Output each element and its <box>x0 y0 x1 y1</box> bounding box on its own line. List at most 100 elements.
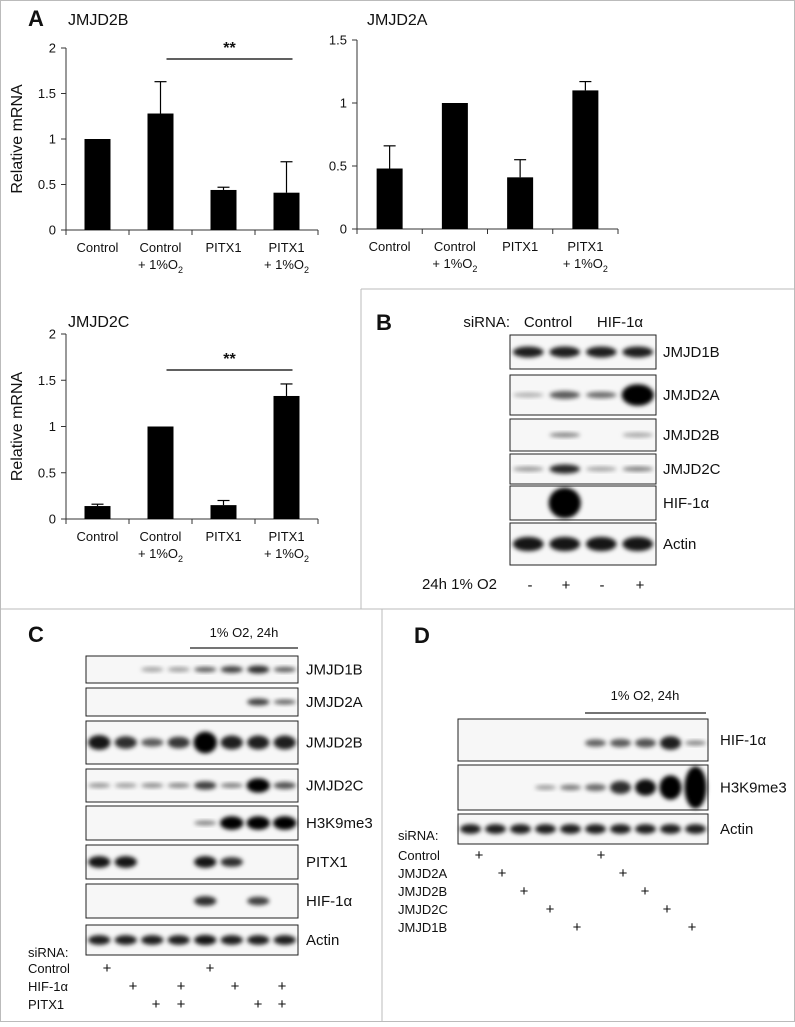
significance-label: ** <box>223 351 236 368</box>
blot-frame <box>85 687 299 717</box>
x-tick-label: Control <box>369 239 411 254</box>
sirna-mark: + <box>546 901 555 918</box>
band <box>560 784 581 791</box>
band <box>549 346 581 358</box>
band <box>220 666 243 673</box>
band <box>247 665 270 674</box>
band <box>548 487 581 519</box>
band <box>549 432 581 438</box>
band <box>585 739 606 747</box>
band <box>193 731 217 754</box>
band-label: Actin <box>720 821 753 838</box>
sirna-label: siRNA: <box>28 945 68 960</box>
panel-a: A JMJD2B 0 0.5 1 1.5 2 Relative mRNA Control Con… <box>9 6 619 564</box>
y-tick-label: 0 <box>340 222 347 237</box>
sirna-mark: + <box>597 847 606 864</box>
y-tick-label: 1.5 <box>38 86 56 101</box>
band <box>194 934 217 946</box>
blot-actin: Actin <box>85 924 339 956</box>
x-tick-label: + 1%O2 <box>264 257 309 275</box>
x-tick-label: Control <box>140 529 182 544</box>
y-axis-label: Relative mRNA <box>9 84 26 194</box>
band <box>512 466 544 472</box>
blot-hif1: HIF-1α <box>457 718 767 762</box>
blot-frame <box>85 883 299 919</box>
band <box>622 536 654 552</box>
sirna-row-label: JMJD2B <box>398 884 447 899</box>
chart-title: JMJD2C <box>68 314 129 331</box>
y-tick-label: 0 <box>49 512 56 527</box>
band <box>512 392 544 398</box>
bar <box>147 113 174 230</box>
treatment-label: 1% O2, 24h <box>210 625 279 640</box>
sirna-mark: + <box>177 978 186 995</box>
band <box>549 391 581 399</box>
band <box>141 935 164 945</box>
band <box>247 896 270 906</box>
sirna-mark: + <box>231 978 240 995</box>
sirna-mark: + <box>663 901 672 918</box>
band <box>273 781 296 790</box>
sirna-label: siRNA: <box>463 314 510 331</box>
blot-hif1: HIF-1α <box>85 883 353 919</box>
band <box>659 775 682 800</box>
band <box>194 666 217 673</box>
band <box>585 346 617 358</box>
sirna-row-label: HIF-1α <box>28 979 69 994</box>
band-label: HIF-1α <box>306 893 353 910</box>
band <box>684 766 707 809</box>
x-tick-label: PITX1 <box>502 239 538 254</box>
band <box>194 856 217 868</box>
x-tick-label: PITX1 <box>205 240 241 255</box>
band <box>247 935 270 945</box>
sirna-row-label: Control <box>28 961 70 976</box>
band <box>685 824 706 834</box>
bar <box>84 139 111 230</box>
x-tick-label: + 1%O2 <box>138 257 183 275</box>
band <box>273 666 296 673</box>
bar <box>507 177 534 229</box>
x-tick-label: Control <box>77 240 119 255</box>
sirna-mark: + <box>278 978 287 995</box>
y-tick-label: 1.5 <box>329 33 347 48</box>
x-tick-label: Control <box>434 239 476 254</box>
panel-letter-d: D <box>414 623 430 648</box>
treatment-label: 1% O2, 24h <box>611 688 680 703</box>
band <box>635 738 656 748</box>
band <box>585 391 617 399</box>
band-label: H3K9me3 <box>720 780 787 797</box>
panel-d: D 1% O2, 24h siRNA: HIF-1α H3K9me3 Actin Co… <box>398 623 787 936</box>
blot-jmjd1b: JMJD1B <box>509 334 720 370</box>
band <box>635 779 656 796</box>
band <box>246 816 270 830</box>
panel-b: B siRNA: Control HIF-1α 24h 1% O2 JMJD1B… <box>376 310 721 594</box>
sirna-mark: + <box>688 919 697 936</box>
band <box>585 536 617 552</box>
band <box>622 466 654 472</box>
x-tick-label: Control <box>77 529 119 544</box>
bar <box>376 168 403 229</box>
band <box>535 824 556 834</box>
band-label: HIF-1α <box>663 495 710 512</box>
x-tick-label: + 1%O2 <box>432 256 477 274</box>
blot-jmjd1b: JMJD1B <box>85 655 363 684</box>
band-label: Actin <box>306 932 339 949</box>
sirna-mark: + <box>498 865 507 882</box>
band <box>194 820 217 826</box>
bar <box>210 505 237 519</box>
sirna-row-label: PITX1 <box>28 997 64 1012</box>
x-tick-label: PITX1 <box>205 529 241 544</box>
band-label: JMJD2C <box>663 461 721 478</box>
blot-actin: Actin <box>457 813 753 845</box>
sirna-mark: + <box>103 960 112 977</box>
blot-jmjd2a: JMJD2A <box>509 374 720 416</box>
band <box>512 536 544 552</box>
bar <box>273 395 300 519</box>
band-label: JMJD2A <box>663 387 720 404</box>
group-label-hif: HIF-1α <box>597 314 644 331</box>
bar <box>84 506 111 519</box>
y-tick-label: 0.5 <box>38 177 56 192</box>
significance-label: ** <box>223 40 236 57</box>
sirna-mark: + <box>619 865 628 882</box>
condition-mark: + <box>562 577 571 594</box>
